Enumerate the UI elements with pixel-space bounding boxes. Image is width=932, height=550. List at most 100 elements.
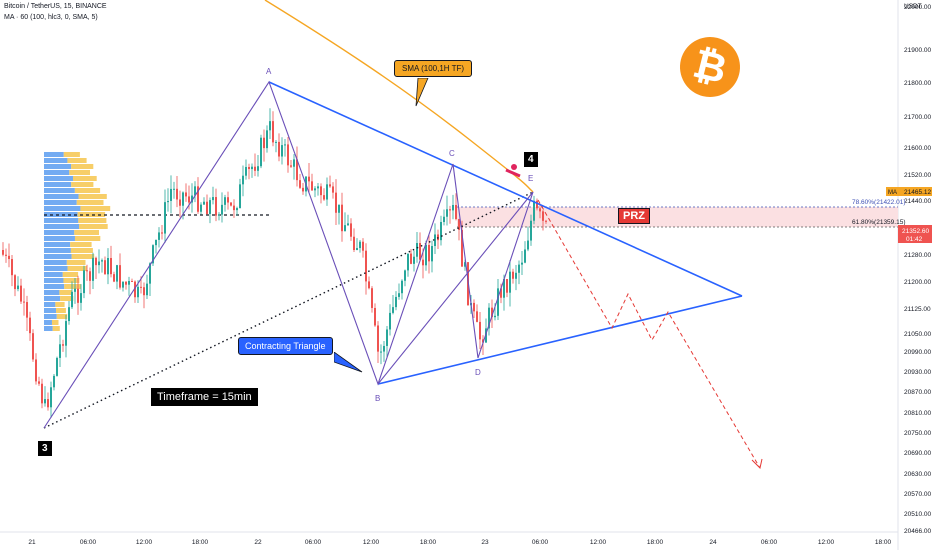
volume-bar-down bbox=[72, 176, 97, 181]
candle-body bbox=[428, 244, 430, 262]
candle-body bbox=[206, 201, 208, 214]
price-axis-tick: 20810.00 bbox=[904, 410, 931, 417]
volume-bar-down bbox=[70, 242, 92, 247]
candle-body bbox=[5, 254, 7, 256]
volume-bar-up bbox=[44, 272, 63, 277]
time-axis-tick: 24 bbox=[709, 539, 717, 546]
candle-body bbox=[149, 263, 151, 284]
candle-body bbox=[11, 259, 13, 276]
ma-tag-value: 21465.12 bbox=[904, 189, 931, 196]
time-axis-tick: 12:00 bbox=[818, 539, 835, 546]
volume-bar-down bbox=[77, 212, 106, 217]
candle-body bbox=[386, 329, 388, 346]
price-axis-tick: 20510.00 bbox=[904, 511, 931, 518]
candle-body bbox=[473, 302, 475, 312]
symbol-title: Bitcoin / TetherUS, 15, BINANCE bbox=[4, 3, 107, 10]
candle-body bbox=[458, 219, 460, 230]
candle-body bbox=[230, 202, 232, 206]
candle-body bbox=[416, 243, 418, 257]
volume-bar-down bbox=[63, 152, 80, 157]
candle-body bbox=[143, 287, 145, 296]
prz-label: PRZ bbox=[618, 208, 650, 224]
candle-body bbox=[323, 195, 325, 200]
fib-618-label: 61.80%(21359.15) bbox=[852, 219, 906, 226]
candle-body bbox=[359, 241, 361, 249]
candle-body bbox=[23, 301, 25, 303]
candle-body bbox=[44, 399, 46, 404]
candle-body bbox=[35, 359, 37, 382]
price-axis-tick: 22000.00 bbox=[904, 4, 931, 11]
time-axis-tick: 18:00 bbox=[420, 539, 437, 546]
candle-body bbox=[500, 288, 502, 298]
volume-bar-up bbox=[44, 218, 79, 223]
candle-body bbox=[278, 141, 280, 157]
volume-bar-down bbox=[78, 218, 107, 223]
candle-body bbox=[344, 225, 346, 232]
volume-bar-down bbox=[62, 272, 79, 277]
candle-body bbox=[338, 204, 340, 213]
candle-body bbox=[488, 307, 490, 329]
volume-bar-up bbox=[44, 242, 71, 247]
wave-label-a: A bbox=[266, 67, 272, 76]
candle-body bbox=[515, 272, 517, 279]
candle-body bbox=[26, 302, 28, 318]
volume-bar-up bbox=[44, 290, 60, 295]
price-axis-tick: 21900.00 bbox=[904, 47, 931, 54]
volume-bar-up bbox=[44, 254, 72, 259]
candle-body bbox=[506, 278, 508, 293]
candle-body bbox=[224, 197, 226, 205]
candle-body bbox=[98, 261, 100, 266]
candle-body bbox=[383, 345, 385, 352]
volume-bar-down bbox=[60, 296, 74, 301]
time-axis-tick: 12:00 bbox=[136, 539, 153, 546]
candle-body bbox=[104, 260, 106, 275]
candle-body bbox=[146, 283, 148, 296]
volume-bar-up bbox=[44, 284, 65, 289]
candle-body bbox=[365, 250, 367, 282]
ma-indicator-legend[interactable]: MA · 60 (100, hlc3, 0, SMA, 5) bbox=[4, 14, 98, 21]
candle-body bbox=[134, 281, 136, 298]
candle-body bbox=[86, 270, 88, 272]
candle-body bbox=[245, 166, 247, 176]
candle-body bbox=[17, 285, 19, 290]
price-axis-tick: 20990.00 bbox=[904, 349, 931, 356]
volume-bar-down bbox=[74, 230, 99, 235]
volume-bar-down bbox=[71, 164, 94, 169]
candle-body bbox=[41, 383, 43, 404]
candle-body bbox=[314, 188, 316, 191]
candle-body bbox=[464, 262, 466, 267]
candle-body bbox=[140, 286, 142, 288]
candle-body bbox=[401, 280, 403, 294]
candle-body bbox=[434, 234, 436, 247]
candle-body bbox=[77, 288, 79, 303]
fib-786-label: 78.60%(21422.01) bbox=[852, 199, 906, 206]
candle-body bbox=[545, 220, 547, 222]
time-axis-tick: 21 bbox=[28, 539, 36, 546]
price-axis-tick: 21600.00 bbox=[904, 145, 931, 152]
candle-body bbox=[275, 141, 277, 143]
candle-body bbox=[215, 197, 217, 216]
triangle-lower-line bbox=[377, 295, 743, 385]
time-axis-tick: 06:00 bbox=[532, 539, 549, 546]
candle-body bbox=[122, 281, 124, 288]
candle-body bbox=[494, 315, 496, 318]
candle-body bbox=[524, 249, 526, 263]
candle-body bbox=[209, 200, 211, 214]
projection-arrowhead bbox=[751, 458, 763, 469]
time-axis-tick: 12:00 bbox=[590, 539, 607, 546]
sma-callout-pointer bbox=[415, 78, 429, 107]
candle-body bbox=[299, 180, 301, 188]
triangle-callout-pointer bbox=[334, 352, 363, 373]
candle-body bbox=[368, 281, 370, 289]
candle-body bbox=[422, 259, 424, 266]
volume-bar-down bbox=[78, 194, 107, 199]
candle-body bbox=[74, 288, 76, 292]
candle-body bbox=[377, 325, 379, 352]
volume-bar-up bbox=[44, 278, 64, 283]
ma-price-tag bbox=[886, 187, 932, 196]
volume-bar-down bbox=[51, 320, 59, 325]
candle-body bbox=[29, 317, 31, 334]
candle-body bbox=[56, 357, 58, 376]
